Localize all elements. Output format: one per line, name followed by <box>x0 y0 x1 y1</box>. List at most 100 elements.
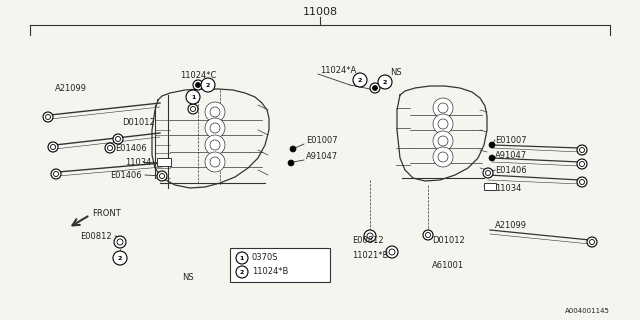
Text: E01406: E01406 <box>115 143 147 153</box>
Circle shape <box>193 80 203 90</box>
Text: NS: NS <box>390 68 402 76</box>
Text: 11008: 11008 <box>303 7 337 17</box>
Circle shape <box>51 145 56 149</box>
Circle shape <box>210 140 220 150</box>
Circle shape <box>389 249 395 255</box>
Circle shape <box>489 142 495 148</box>
Text: A21099: A21099 <box>495 220 527 229</box>
Circle shape <box>433 147 453 167</box>
Circle shape <box>201 78 215 92</box>
Circle shape <box>186 90 200 104</box>
Text: E00812: E00812 <box>80 231 111 241</box>
Circle shape <box>587 237 597 247</box>
Text: 11034: 11034 <box>495 183 522 193</box>
Text: 11024*C: 11024*C <box>180 70 216 79</box>
Circle shape <box>433 98 453 118</box>
Text: A004001145: A004001145 <box>565 308 610 314</box>
Text: E01406: E01406 <box>495 165 527 174</box>
Circle shape <box>486 171 490 175</box>
Circle shape <box>373 86 377 90</box>
Circle shape <box>236 252 248 264</box>
Circle shape <box>210 107 220 117</box>
Text: 2: 2 <box>118 255 122 260</box>
Text: E01007: E01007 <box>495 135 527 145</box>
Circle shape <box>188 104 198 114</box>
Text: 0370S: 0370S <box>252 253 278 262</box>
Text: D01012: D01012 <box>122 117 155 126</box>
Circle shape <box>364 230 376 242</box>
Text: 11021*B: 11021*B <box>352 251 388 260</box>
Circle shape <box>386 246 398 258</box>
Bar <box>484 183 496 190</box>
Circle shape <box>108 146 113 150</box>
Text: A91047: A91047 <box>495 150 527 159</box>
Text: E01406: E01406 <box>110 171 141 180</box>
Circle shape <box>45 115 51 119</box>
Circle shape <box>577 145 587 155</box>
Circle shape <box>438 119 448 129</box>
Circle shape <box>54 172 58 177</box>
Circle shape <box>579 162 584 166</box>
Circle shape <box>191 107 195 111</box>
Text: 1: 1 <box>191 94 195 100</box>
Text: 2: 2 <box>240 269 244 275</box>
Circle shape <box>205 118 225 138</box>
Text: E01007: E01007 <box>306 135 338 145</box>
Circle shape <box>577 177 587 187</box>
Text: A91047: A91047 <box>306 151 338 161</box>
Text: D01012: D01012 <box>432 236 465 244</box>
Circle shape <box>288 160 294 166</box>
Text: E00812: E00812 <box>352 236 383 244</box>
Circle shape <box>113 251 127 265</box>
Circle shape <box>105 143 115 153</box>
Circle shape <box>433 114 453 134</box>
Text: A61001: A61001 <box>432 260 464 269</box>
Circle shape <box>117 239 123 245</box>
Circle shape <box>367 233 373 239</box>
Text: 11034: 11034 <box>125 157 152 166</box>
Text: 2: 2 <box>383 79 387 84</box>
Circle shape <box>589 239 595 244</box>
Circle shape <box>426 233 431 237</box>
Circle shape <box>113 134 123 144</box>
Text: FRONT: FRONT <box>92 209 121 218</box>
Bar <box>157 158 171 166</box>
Circle shape <box>423 230 433 240</box>
Circle shape <box>483 168 493 178</box>
Circle shape <box>353 73 367 87</box>
Text: A21099: A21099 <box>55 84 87 92</box>
Circle shape <box>372 85 378 91</box>
Circle shape <box>290 146 296 152</box>
Circle shape <box>438 152 448 162</box>
Circle shape <box>438 103 448 113</box>
Bar <box>230 248 330 282</box>
Circle shape <box>433 131 453 151</box>
Circle shape <box>205 135 225 155</box>
Circle shape <box>438 136 448 146</box>
Text: 1: 1 <box>240 255 244 260</box>
Circle shape <box>579 148 584 153</box>
Circle shape <box>577 159 587 169</box>
Circle shape <box>205 152 225 172</box>
Circle shape <box>210 123 220 133</box>
Text: NS: NS <box>182 274 194 283</box>
Circle shape <box>159 173 164 179</box>
Text: 2: 2 <box>206 83 210 87</box>
Circle shape <box>115 137 120 141</box>
Circle shape <box>51 169 61 179</box>
Circle shape <box>236 266 248 278</box>
Text: 2: 2 <box>358 77 362 83</box>
Circle shape <box>196 83 200 87</box>
Circle shape <box>210 157 220 167</box>
Text: 11024*A: 11024*A <box>320 66 356 75</box>
Circle shape <box>489 155 495 161</box>
Circle shape <box>48 142 58 152</box>
Circle shape <box>205 102 225 122</box>
Circle shape <box>370 83 380 93</box>
Circle shape <box>378 75 392 89</box>
Circle shape <box>114 236 126 248</box>
Circle shape <box>195 83 200 87</box>
Text: 11024*B: 11024*B <box>252 268 289 276</box>
Circle shape <box>43 112 53 122</box>
Circle shape <box>157 171 167 181</box>
